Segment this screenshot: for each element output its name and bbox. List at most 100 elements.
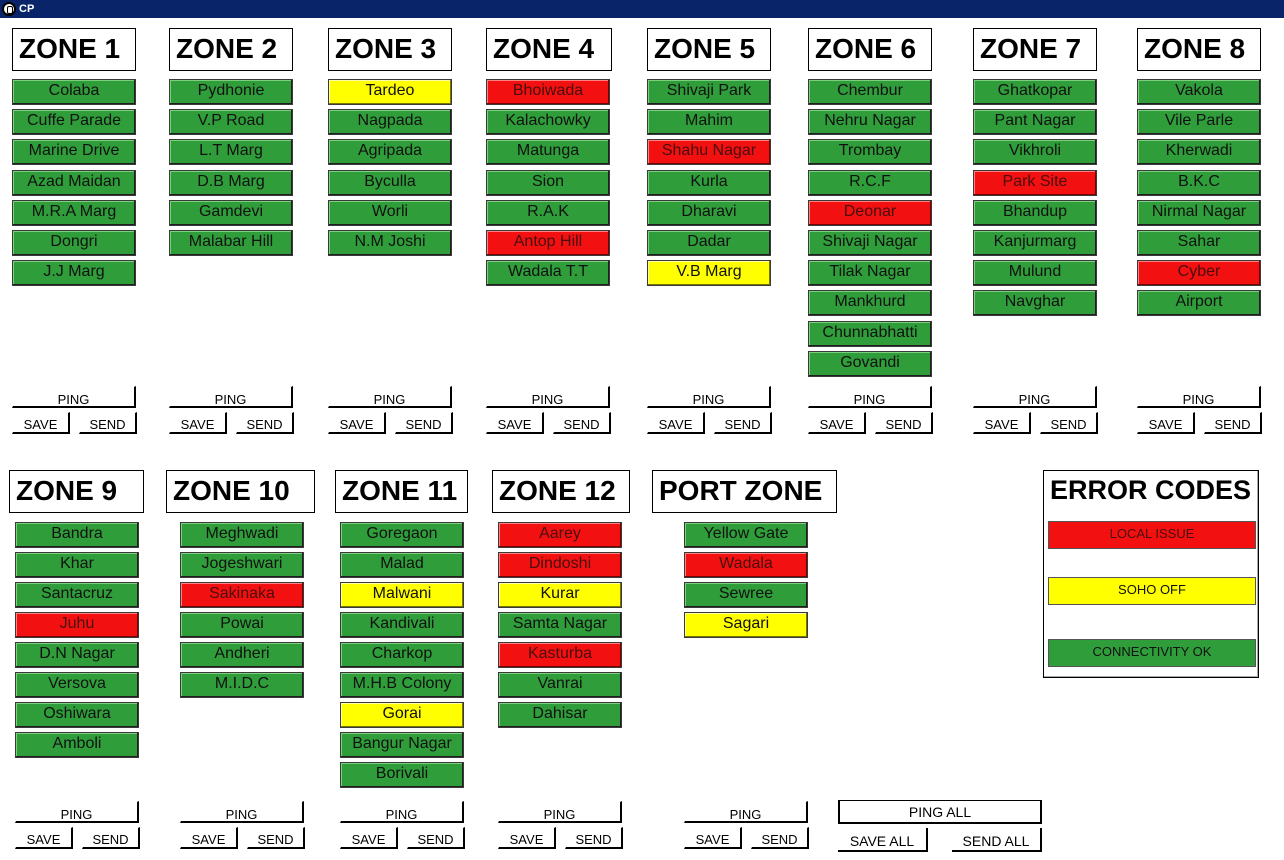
location-mahim[interactable]: Mahim [647, 109, 771, 135]
location-bhoiwada[interactable]: Bhoiwada [486, 79, 610, 105]
ping-button[interactable]: PING [808, 386, 932, 408]
send-button[interactable]: SEND [395, 412, 453, 434]
location-malabar-hill[interactable]: Malabar Hill [169, 230, 293, 256]
ping-button[interactable]: PING [1137, 386, 1261, 408]
location-khar[interactable]: Khar [15, 552, 139, 578]
location-shivaji-nagar[interactable]: Shivaji Nagar [808, 230, 932, 256]
location-santacruz[interactable]: Santacruz [15, 582, 139, 608]
location-yellow-gate[interactable]: Yellow Gate [684, 522, 808, 548]
ping-button[interactable]: PING [684, 801, 808, 823]
location-matunga[interactable]: Matunga [486, 139, 610, 165]
location-colaba[interactable]: Colaba [12, 79, 136, 105]
location-charkop[interactable]: Charkop [340, 642, 464, 668]
send-button[interactable]: SEND [714, 412, 772, 434]
location-vanrai[interactable]: Vanrai [498, 672, 622, 698]
save-all-button[interactable]: SAVE ALL [838, 828, 928, 852]
ping-all-button[interactable]: PING ALL [838, 800, 1042, 824]
location-chembur[interactable]: Chembur [808, 79, 932, 105]
location-juhu[interactable]: Juhu [15, 612, 139, 638]
location-dadar[interactable]: Dadar [647, 230, 771, 256]
location-azad-maidan[interactable]: Azad Maidan [12, 170, 136, 196]
location-meghwadi[interactable]: Meghwadi [180, 522, 304, 548]
save-button[interactable]: SAVE [169, 412, 227, 434]
location-park-site[interactable]: Park Site [973, 170, 1097, 196]
location-gamdevi[interactable]: Gamdevi [169, 200, 293, 226]
location-m-r-a-marg[interactable]: M.R.A Marg [12, 200, 136, 226]
location-cuffe-parade[interactable]: Cuffe Parade [12, 109, 136, 135]
save-button[interactable]: SAVE [647, 412, 705, 434]
location-malad[interactable]: Malad [340, 552, 464, 578]
location-shahu-nagar[interactable]: Shahu Nagar [647, 139, 771, 165]
save-button[interactable]: SAVE [15, 827, 73, 849]
location-r-c-f[interactable]: R.C.F [808, 170, 932, 196]
location-sakinaka[interactable]: Sakinaka [180, 582, 304, 608]
location-marine-drive[interactable]: Marine Drive [12, 139, 136, 165]
location-worli[interactable]: Worli [328, 200, 452, 226]
location-pant-nagar[interactable]: Pant Nagar [973, 109, 1097, 135]
location-bhandup[interactable]: Bhandup [973, 200, 1097, 226]
location-borivali[interactable]: Borivali [340, 762, 464, 788]
location-sion[interactable]: Sion [486, 170, 610, 196]
location-versova[interactable]: Versova [15, 672, 139, 698]
send-button[interactable]: SEND [565, 827, 623, 849]
location-tilak-nagar[interactable]: Tilak Nagar [808, 260, 932, 286]
location-j-j-marg[interactable]: J.J Marg [12, 260, 136, 286]
location-dahisar[interactable]: Dahisar [498, 702, 622, 728]
location-bangur-nagar[interactable]: Bangur Nagar [340, 732, 464, 758]
location-byculla[interactable]: Byculla [328, 170, 452, 196]
location-kalachowky[interactable]: Kalachowky [486, 109, 610, 135]
location-vakola[interactable]: Vakola [1137, 79, 1261, 105]
send-button[interactable]: SEND [1204, 412, 1262, 434]
location-kherwadi[interactable]: Kherwadi [1137, 139, 1261, 165]
location-antop-hill[interactable]: Antop Hill [486, 230, 610, 256]
location-nagpada[interactable]: Nagpada [328, 109, 452, 135]
ping-button[interactable]: PING [973, 386, 1097, 408]
location-samta-nagar[interactable]: Samta Nagar [498, 612, 622, 638]
location-v-b-marg[interactable]: V.B Marg [647, 260, 771, 286]
save-button[interactable]: SAVE [498, 827, 556, 849]
location-v-p-road[interactable]: V.P Road [169, 109, 293, 135]
location-govandi[interactable]: Govandi [808, 351, 932, 377]
location-m-i-d-c[interactable]: M.I.D.C [180, 672, 304, 698]
location-goregaon[interactable]: Goregaon [340, 522, 464, 548]
save-button[interactable]: SAVE [328, 412, 386, 434]
location-aarey[interactable]: Aarey [498, 522, 622, 548]
ping-button[interactable]: PING [12, 386, 136, 408]
location-n-m-joshi[interactable]: N.M Joshi [328, 230, 452, 256]
send-button[interactable]: SEND [407, 827, 465, 849]
location-wadala[interactable]: Wadala [684, 552, 808, 578]
ping-button[interactable]: PING [328, 386, 452, 408]
location-dharavi[interactable]: Dharavi [647, 200, 771, 226]
location-nehru-nagar[interactable]: Nehru Nagar [808, 109, 932, 135]
location-shivaji-park[interactable]: Shivaji Park [647, 79, 771, 105]
location-r-a-k[interactable]: R.A.K [486, 200, 610, 226]
send-button[interactable]: SEND [247, 827, 305, 849]
location-dindoshi[interactable]: Dindoshi [498, 552, 622, 578]
ping-button[interactable]: PING [15, 801, 139, 823]
send-button[interactable]: SEND [751, 827, 809, 849]
location-kurla[interactable]: Kurla [647, 170, 771, 196]
location-powai[interactable]: Powai [180, 612, 304, 638]
location-mulund[interactable]: Mulund [973, 260, 1097, 286]
location-andheri[interactable]: Andheri [180, 642, 304, 668]
location-gorai[interactable]: Gorai [340, 702, 464, 728]
location-amboli[interactable]: Amboli [15, 732, 139, 758]
location-b-k-c[interactable]: B.K.C [1137, 170, 1261, 196]
location-malwani[interactable]: Malwani [340, 582, 464, 608]
save-button[interactable]: SAVE [340, 827, 398, 849]
ping-button[interactable]: PING [647, 386, 771, 408]
send-button[interactable]: SEND [875, 412, 933, 434]
location-kurar[interactable]: Kurar [498, 582, 622, 608]
location-l-t-marg[interactable]: L.T Marg [169, 139, 293, 165]
save-button[interactable]: SAVE [684, 827, 742, 849]
location-kanjurmarg[interactable]: Kanjurmarg [973, 230, 1097, 256]
location-sagari[interactable]: Sagari [684, 612, 808, 638]
save-button[interactable]: SAVE [12, 412, 70, 434]
location-kasturba[interactable]: Kasturba [498, 642, 622, 668]
save-button[interactable]: SAVE [973, 412, 1031, 434]
ping-button[interactable]: PING [486, 386, 610, 408]
location-sewree[interactable]: Sewree [684, 582, 808, 608]
save-button[interactable]: SAVE [808, 412, 866, 434]
location-agripada[interactable]: Agripada [328, 139, 452, 165]
location-vikhroli[interactable]: Vikhroli [973, 139, 1097, 165]
